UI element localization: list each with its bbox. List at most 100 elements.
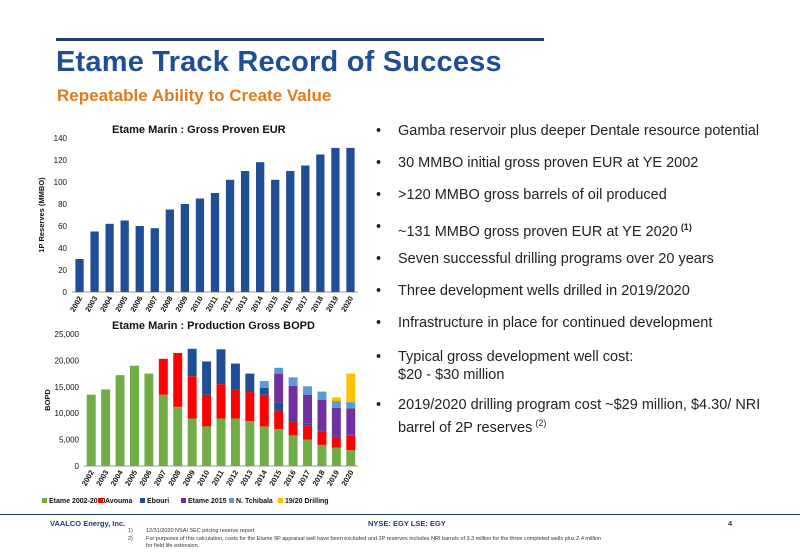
y-tick-label: 20 [58, 266, 67, 275]
y-tick-label: 40 [58, 244, 67, 253]
x-tick-label: 2003 [83, 295, 99, 314]
y-tick-label: 60 [58, 222, 67, 231]
x-tick-label: 2002 [68, 295, 84, 314]
bar-2015 [271, 179, 280, 292]
bullet-dot: • [376, 397, 382, 413]
page-subtitle: Repeatable Ability to Create Value [57, 86, 332, 105]
x-tick-label: 2013 [234, 295, 250, 314]
bar-2016 [286, 171, 295, 292]
page-number: 4 [728, 519, 733, 528]
bar-n-tchibala-2020 [346, 402, 356, 409]
y-tick-label: 5,000 [59, 436, 80, 445]
y-tick-label: 80 [58, 200, 67, 209]
bar-etame-2002-2010-2002 [86, 394, 96, 466]
bar-2019 [331, 147, 340, 292]
legend-label-1: Avouma [105, 498, 132, 505]
x-tick-label: 2014 [249, 294, 266, 314]
footnote-2: For purposes of this calculation, costs … [146, 536, 602, 542]
bullet-text: 2019/2020 drilling program cost ~$29 mil… [398, 397, 761, 413]
bar-ebouri-2013 [245, 373, 255, 393]
x-tick-label: 2005 [113, 295, 129, 314]
bar-etame-2002-2010-2015 [274, 429, 284, 466]
x-tick-label: 2006 [128, 295, 144, 314]
footnote-reference: (1) [680, 222, 692, 232]
x-tick-label: 2020 [339, 295, 355, 314]
footer-tickers: NYSE: EGY LSE: EGY [368, 519, 446, 528]
bar-etame-2002-2010-2006 [144, 373, 154, 466]
bullet-text: barrel of 2P reserves [398, 419, 533, 436]
bar-etame-2002-2010-2003 [101, 389, 111, 466]
y-tick-label: 20,000 [55, 356, 80, 365]
chart2-title: Etame Marin : Production Gross BOPD [112, 320, 315, 332]
x-tick-label: 2004 [98, 294, 115, 314]
legend-label-0: Etame 2002-2010 [49, 498, 106, 505]
bar-etame-2002-2010-2014 [259, 426, 269, 466]
bar-2013 [240, 171, 250, 292]
footer-company: VAALCO Energy, Inc. [50, 519, 126, 528]
bar-avouma-2020 [346, 435, 356, 451]
bar-etame-2002-2010-2005 [130, 365, 139, 466]
footnote-1-number: 1) [128, 528, 133, 534]
bullet-text: $20 - $30 million [398, 367, 505, 383]
bar-etame-2002-2010-2012 [230, 418, 240, 466]
y-tick-label: 120 [54, 156, 68, 165]
x-tick-label: 2018 [311, 469, 327, 488]
bar-ebouri-2016 [288, 419, 298, 422]
bar-ebouri-2010 [202, 361, 212, 395]
bar-19-20-drilling-2019 [331, 397, 341, 402]
bar-n-tchibala-2017 [303, 386, 312, 395]
x-tick-label: 2017 [296, 469, 312, 488]
x-tick-label: 2009 [181, 469, 197, 488]
x-tick-label: 2012 [224, 469, 240, 488]
bar-etame-2002-2010-2009 [187, 418, 197, 466]
bar-2008 [165, 209, 174, 292]
x-tick-label: 2003 [94, 469, 110, 488]
bar-etame-2002-2010-2017 [303, 439, 312, 466]
x-tick-label: 2015 [264, 295, 280, 314]
x-tick-label: 2015 [267, 469, 283, 488]
x-tick-label: 2011 [210, 469, 226, 488]
x-tick-label: 2017 [294, 295, 310, 314]
x-tick-label: 2018 [309, 295, 325, 314]
bar-ebouri-2018 [317, 430, 327, 432]
bullet-item: • Gamba reservoir plus deeper Dentale res… [376, 122, 800, 140]
bullet-text: Infrastructure in place for continued de… [398, 315, 713, 331]
bullet-item: • Three development wells drilled in 2019… [376, 282, 800, 300]
bar-avouma-2017 [303, 425, 312, 440]
legend-swatch-2 [140, 498, 145, 503]
bar-etame-2002-2010-2019 [331, 447, 341, 466]
bullet-text: 30 MMBO initial gross proven EUR at YE 2… [398, 155, 699, 171]
bar-avouma-2007 [158, 358, 168, 395]
bar-2005 [120, 220, 129, 292]
bullet-text: ~131 MMBO gross proven EUR at YE 2020 [398, 223, 678, 240]
bar-avouma-2013 [245, 392, 255, 422]
bar-etame-2002-2010-2020 [346, 450, 356, 466]
bar-etame-2002-2010-2013 [245, 421, 255, 466]
bullet-dot: • [376, 219, 382, 235]
bar-2020 [346, 147, 355, 292]
bullet-item: • Infrastructure in place for continued d… [376, 314, 800, 332]
footnote-2-continued: for field life extension. [146, 543, 200, 549]
bullet-text: Seven successful drilling programs over … [398, 251, 714, 267]
bar-etame-2002-2010-2008 [173, 406, 183, 466]
bar-2009 [180, 204, 190, 292]
bar-avouma-2019 [331, 436, 341, 448]
x-tick-label: 2006 [137, 469, 153, 488]
x-tick-label: 2011 [204, 295, 220, 314]
x-tick-label: 2016 [279, 295, 295, 314]
bar-2011 [210, 193, 220, 292]
x-tick-label: 2016 [282, 469, 298, 488]
bar-etame-2015-2015 [274, 373, 284, 403]
bar-etame-2015-2018 [317, 400, 327, 431]
bullet-item: • >120 MMBO gross barrels of oil produced [376, 186, 800, 204]
bar-ebouri-2014 [259, 387, 269, 395]
bar-ebouri-2011 [216, 349, 226, 385]
y-tick-label: 0 [75, 462, 80, 471]
x-tick-label: 2020 [339, 469, 355, 488]
bullet-item: • Typical gross development well cost: $20… [376, 348, 800, 384]
header-rule [56, 38, 544, 41]
bullet-text: Gamba reservoir plus deeper Dentale reso… [398, 123, 760, 139]
bullet-dot: • [376, 283, 382, 299]
footnote-2-number: 2) [128, 536, 133, 542]
x-tick-label: 2008 [166, 469, 182, 488]
